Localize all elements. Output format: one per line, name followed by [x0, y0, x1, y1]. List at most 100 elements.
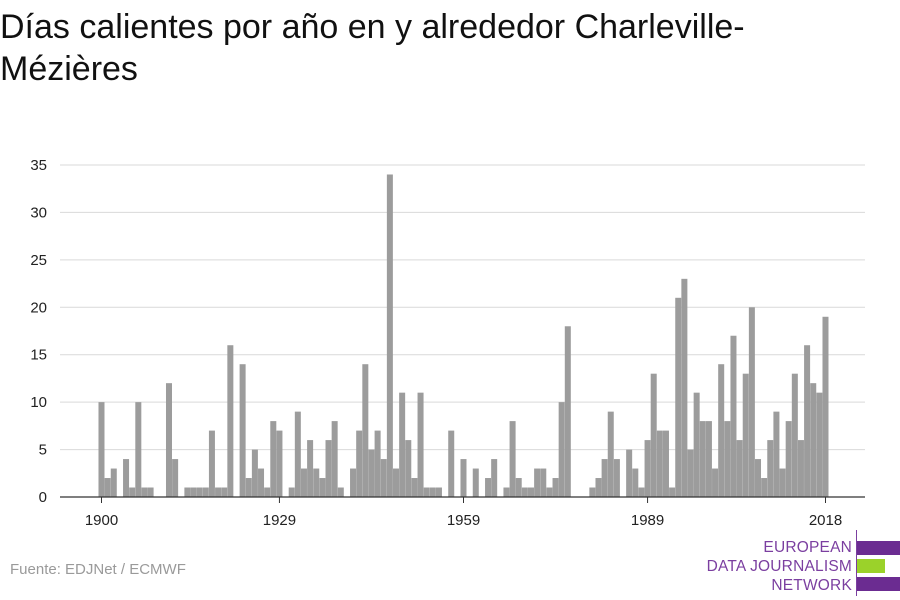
bar-1973: [546, 487, 553, 497]
logo-text-network: NETWORK: [771, 577, 852, 594]
bar-2012: [785, 421, 792, 497]
bar-1990: [650, 373, 657, 497]
bar-1929: [276, 430, 283, 497]
bar-1993: [669, 487, 676, 497]
bar-2008: [761, 478, 768, 497]
y-tick-label: 35: [30, 157, 47, 174]
bar-1921: [227, 345, 234, 497]
bar-1904: [123, 459, 130, 497]
bar-1957: [448, 430, 455, 497]
bar-2003: [730, 335, 737, 497]
bar-1906: [135, 402, 142, 497]
bar-2005: [742, 373, 749, 497]
bar-1954: [429, 487, 436, 497]
bar-1995: [681, 278, 688, 497]
x-axis-ticks: 1900 1929 1959 1989 2018: [85, 497, 842, 529]
bar-1919: [215, 487, 222, 497]
y-tick-label: 15: [30, 347, 47, 364]
bar-1941: [350, 468, 357, 497]
bar-1934: [307, 440, 314, 497]
bar-1923: [239, 364, 246, 497]
bar-1972: [540, 468, 547, 497]
bar-1931: [288, 487, 295, 497]
bar-1936: [319, 478, 326, 497]
bar-1939: [337, 487, 344, 497]
bar-1924: [245, 478, 252, 497]
bar-2018: [822, 316, 829, 497]
bar-1915: [190, 487, 197, 497]
bar-1950: [405, 440, 412, 497]
edjnet-logo[interactable]: EUROPEAN DATA JOURNALISM NETWORK: [700, 530, 900, 596]
bar-1983: [607, 411, 614, 497]
y-tick-label: 0: [39, 489, 47, 506]
logo-text-data-journalism: DATA JOURNALISM: [706, 558, 852, 575]
bar-2000: [712, 468, 719, 497]
y-tick-label: 30: [30, 204, 47, 221]
bar-1996: [687, 449, 694, 497]
bar-1976: [564, 326, 571, 497]
bar-1952: [417, 392, 424, 497]
x-tick-label: 1959: [447, 512, 480, 529]
bar-2002: [724, 421, 731, 497]
bar-chart: 0 5 10 15 20 25 30 35 1900 1929 1959 1989 2018: [30, 157, 865, 529]
bar-1943: [362, 364, 369, 497]
logo-bar-purple-bottom: [857, 577, 900, 591]
bar-1920: [221, 487, 228, 497]
bar-1946: [380, 459, 387, 497]
bar-1900: [98, 402, 105, 497]
bar-2006: [748, 307, 755, 497]
bar-1927: [264, 487, 271, 497]
bar-1917: [202, 487, 209, 497]
bar-1945: [374, 430, 381, 497]
bar-1948: [393, 468, 400, 497]
bar-1937: [325, 440, 332, 497]
y-tick-label: 25: [30, 252, 47, 269]
bar-1902: [110, 468, 117, 497]
chart-title: Días calientes por año en y alrededor Ch…: [0, 8, 745, 88]
bar-1938: [331, 421, 338, 497]
bar-1984: [613, 459, 620, 497]
bar-1949: [399, 392, 406, 497]
bar-1907: [141, 487, 148, 497]
bar-1992: [662, 430, 669, 497]
bar-2016: [810, 383, 817, 497]
y-tick-label: 20: [30, 299, 47, 316]
bar-1911: [165, 383, 172, 497]
bar-2013: [791, 373, 798, 497]
bar-2014: [797, 440, 804, 497]
bar-2004: [736, 440, 743, 497]
bar-1905: [129, 487, 136, 497]
bar-1912: [172, 459, 179, 497]
bar-1918: [208, 430, 215, 497]
x-tick-label: 1989: [631, 512, 664, 529]
bar-1974: [552, 478, 559, 497]
bar-1988: [638, 487, 645, 497]
bar-1928: [270, 421, 277, 497]
bar-1926: [258, 468, 265, 497]
bar-2001: [718, 364, 725, 497]
x-tick-label: 1900: [85, 512, 118, 529]
bar-1980: [589, 487, 596, 497]
y-tick-label: 10: [30, 394, 47, 411]
bar-1981: [595, 478, 602, 497]
bar-2009: [767, 440, 774, 497]
x-tick-label: 1929: [263, 512, 296, 529]
bar-1986: [626, 449, 633, 497]
x-tick-label: 2018: [809, 512, 842, 529]
bar-1975: [558, 402, 565, 497]
bar-1970: [527, 487, 534, 497]
bars: [98, 174, 829, 498]
bar-1933: [300, 468, 307, 497]
bar-1916: [196, 487, 203, 497]
bar-1925: [251, 449, 258, 497]
bar-1951: [411, 478, 418, 497]
bar-1967: [509, 421, 516, 497]
bar-1947: [386, 174, 393, 498]
bar-1998: [699, 421, 706, 497]
logo-bar-purple-top: [857, 541, 900, 555]
source-note: Fuente: EDJNet / ECMWF: [10, 561, 186, 578]
bar-1961: [472, 468, 479, 497]
bar-1932: [294, 411, 301, 497]
bar-1944: [368, 449, 375, 497]
bar-1971: [534, 468, 541, 497]
